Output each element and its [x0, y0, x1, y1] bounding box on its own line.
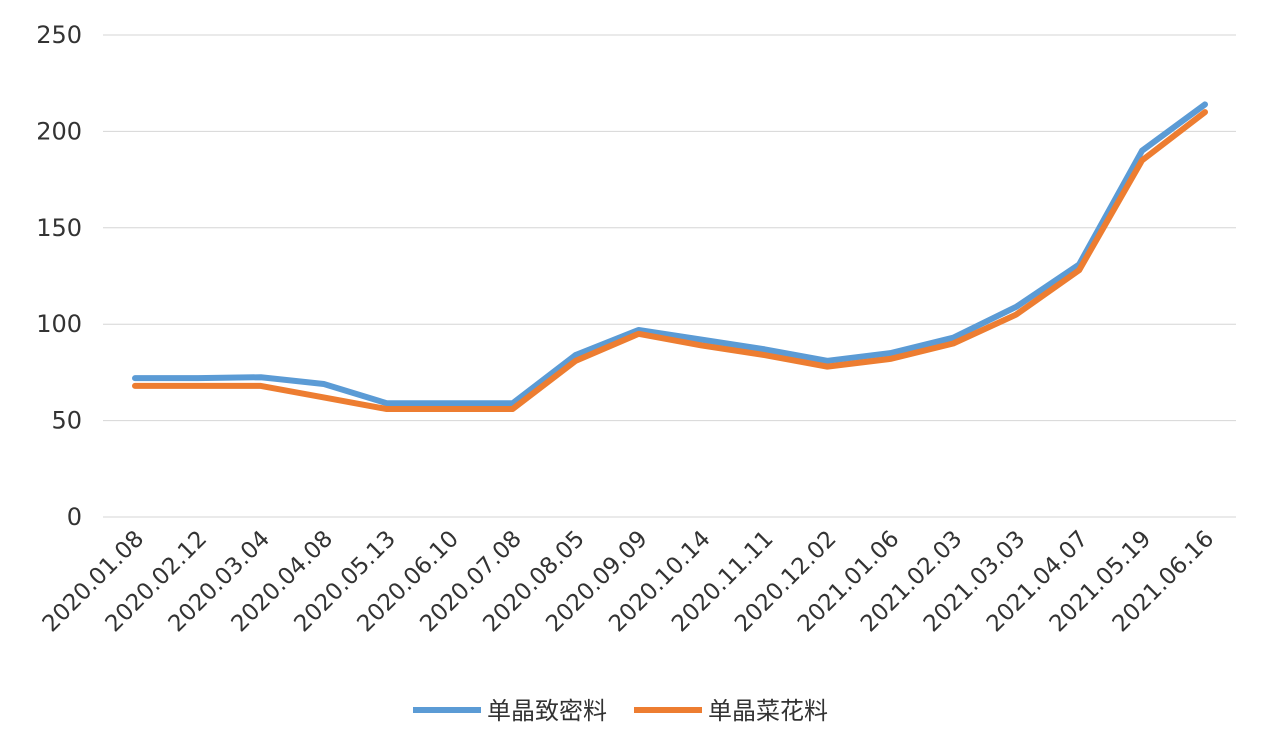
legend-label-2: 单晶菜花料: [708, 697, 828, 725]
y-tick-label: 100: [36, 310, 82, 338]
y-axis-ticks: 0 50 100 150 200 250: [36, 21, 82, 531]
grid-lines: [103, 34, 1236, 518]
y-tick-label: 250: [36, 21, 82, 49]
legend: 单晶致密料 单晶菜花料: [413, 697, 828, 725]
y-tick-label: 150: [36, 214, 82, 242]
x-axis-ticks: 2020.01.082020.02.122020.03.042020.04.08…: [38, 526, 1220, 638]
series-line-1: [132, 101, 1208, 407]
legend-label-1: 单晶致密料: [487, 697, 607, 725]
y-tick-label: 200: [36, 117, 82, 145]
series-lines: [132, 101, 1208, 413]
y-tick-label: 50: [51, 407, 82, 435]
y-tick-label: 0: [67, 503, 82, 531]
series-line-2: [132, 109, 1208, 413]
